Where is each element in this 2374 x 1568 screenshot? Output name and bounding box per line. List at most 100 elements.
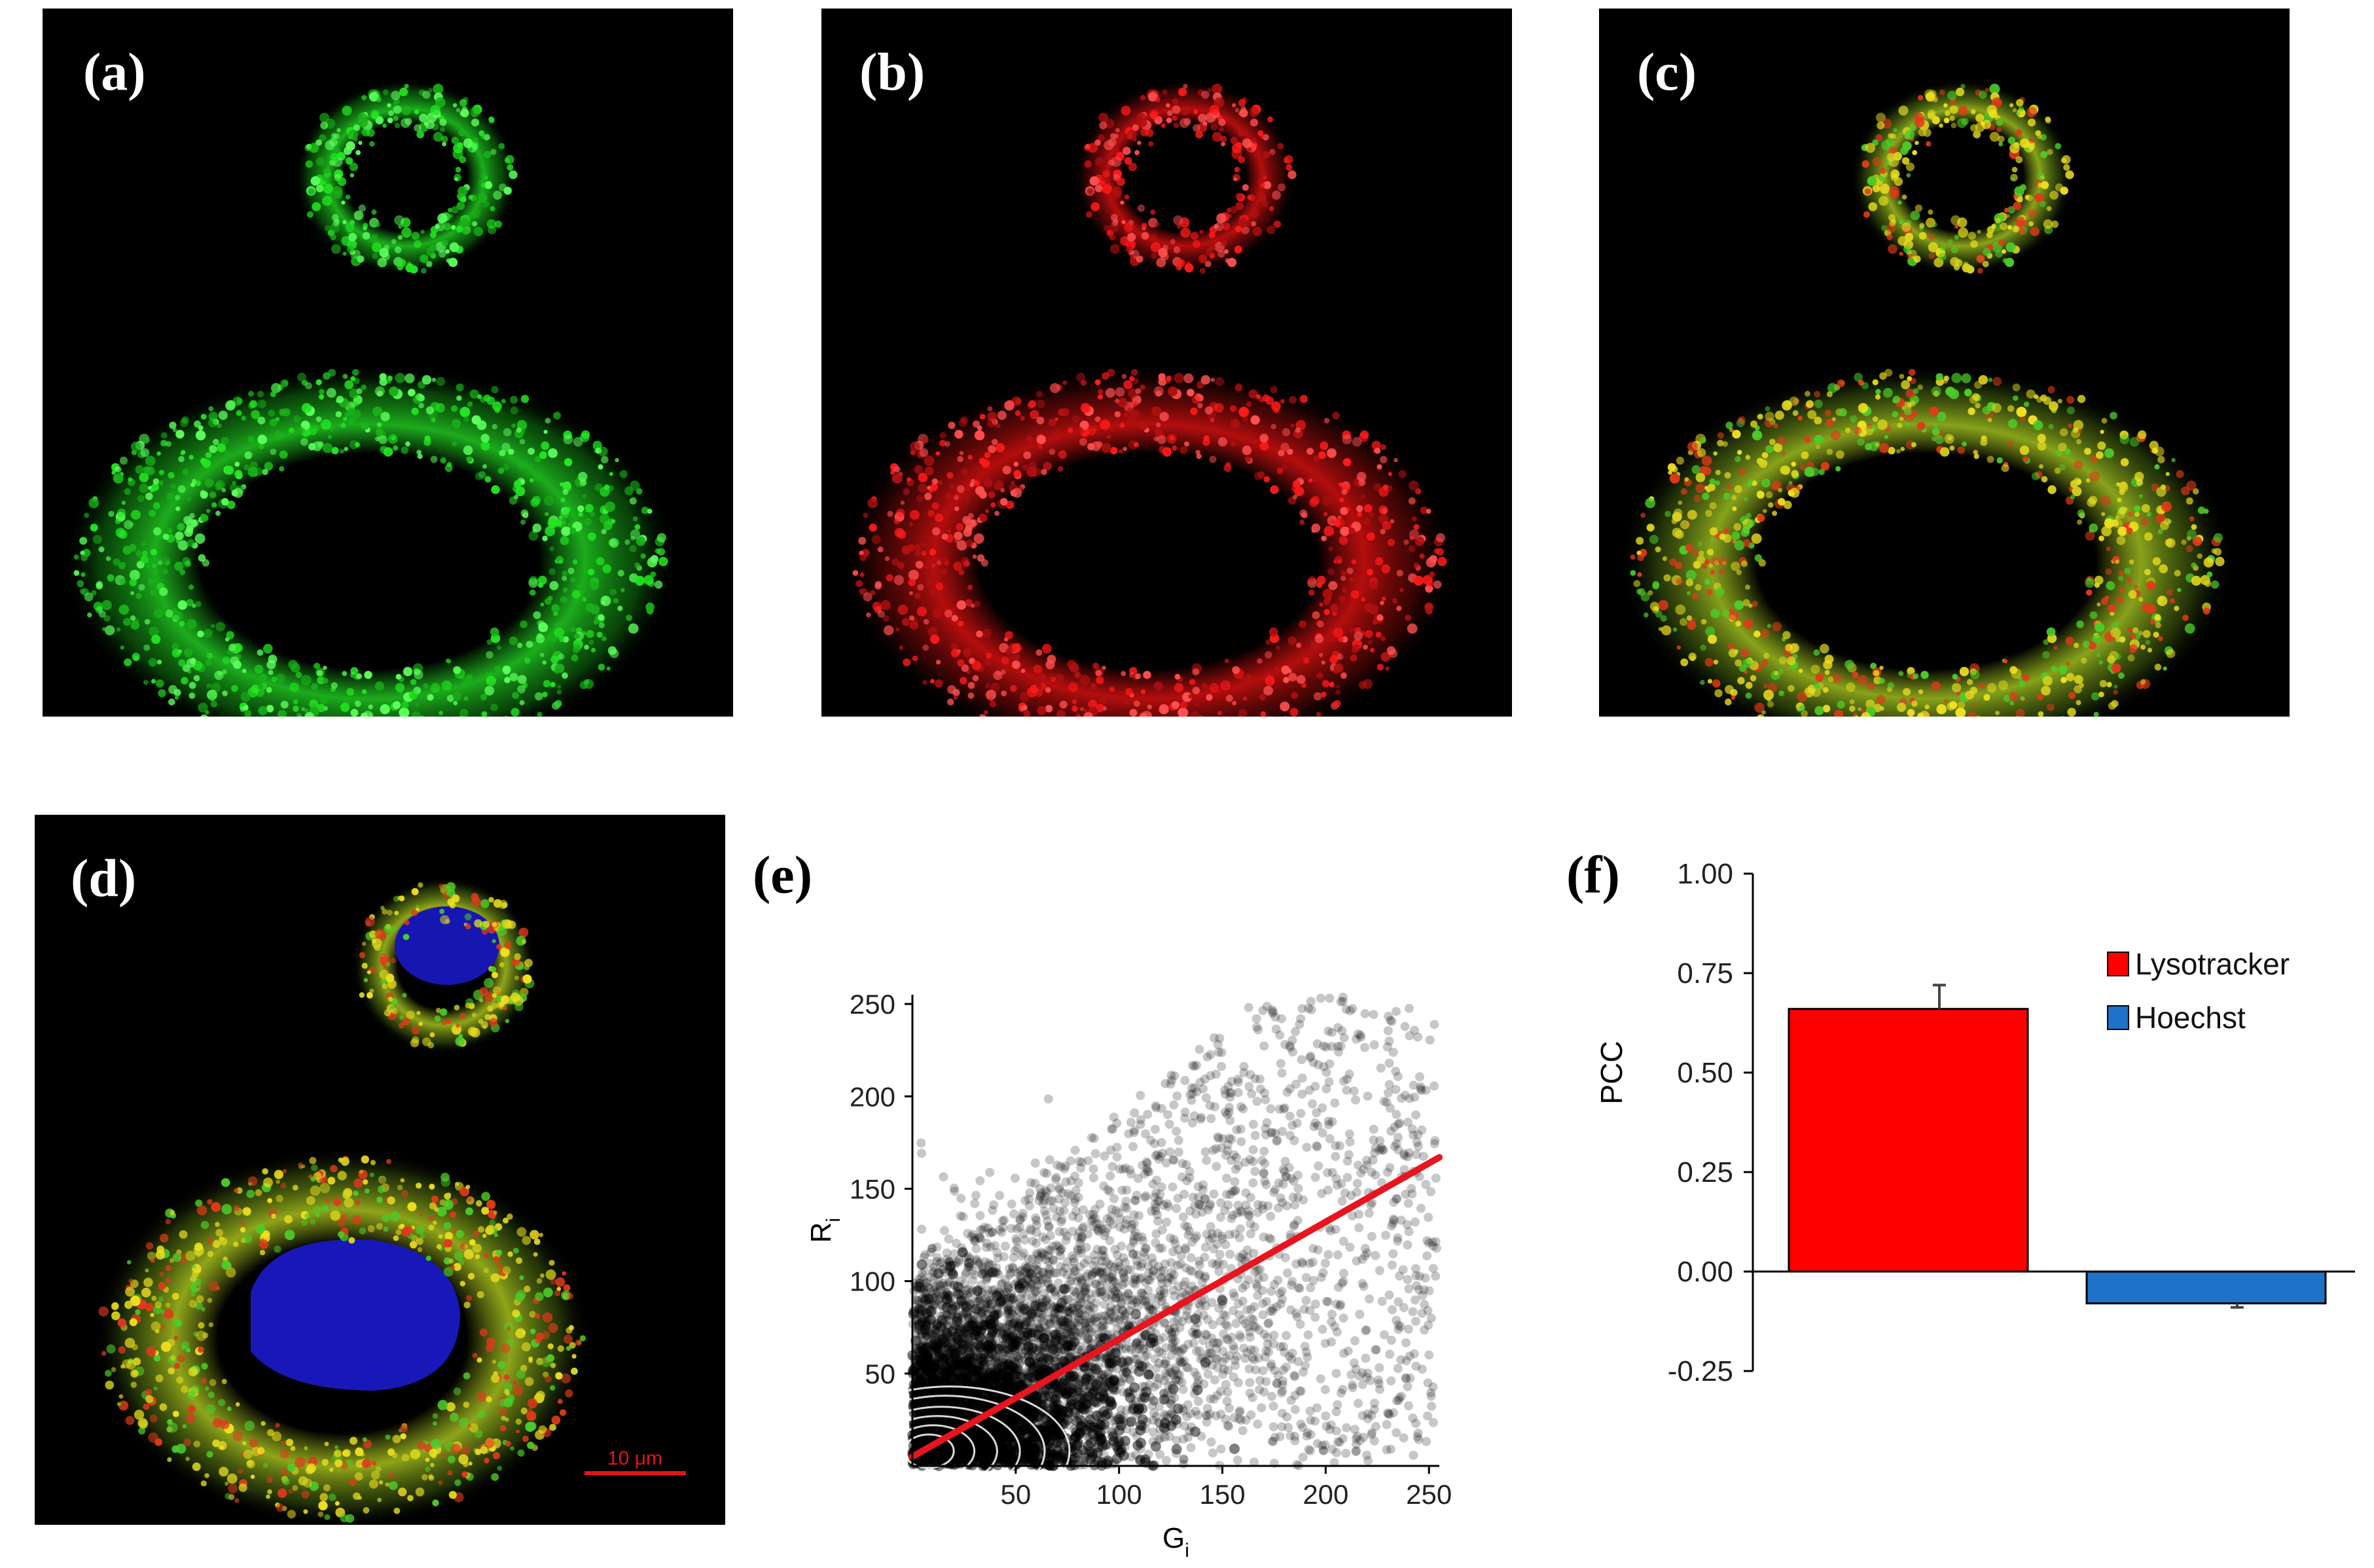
vesicle-dot: [190, 1385, 200, 1395]
vesicle-dot: [1335, 518, 1346, 528]
vesicle-dot: [451, 206, 459, 214]
vesicle-dot: [1183, 84, 1188, 89]
vesicle-dot: [130, 1295, 141, 1306]
vesicle-dot: [1217, 711, 1222, 715]
vesicle-dot: [116, 627, 121, 632]
vesicle-dot: [1814, 391, 1821, 398]
vesicle-dot: [242, 668, 247, 673]
vesicle-dot: [456, 383, 464, 391]
vesicle-dot: [1181, 106, 1191, 115]
vesicle-dot: [111, 1311, 120, 1321]
vesicle-dot: [1198, 254, 1208, 264]
scatter-point: [1231, 1319, 1241, 1328]
vesicle-dot: [1685, 544, 1693, 552]
vesicle-dot: [477, 1226, 485, 1233]
vesicle-dot: [982, 628, 992, 638]
vesicle-dot: [159, 587, 168, 596]
vesicle-dot: [342, 416, 348, 421]
vesicle-dot: [1745, 681, 1753, 689]
scatter-point: [1371, 1143, 1380, 1153]
vesicle-dot: [471, 1012, 477, 1018]
vesicle-dot: [271, 1213, 276, 1219]
vesicle-dot: [268, 669, 274, 675]
scatter-point: [1422, 1236, 1432, 1245]
vesicle-dot: [1372, 619, 1378, 625]
vesicle-dot: [967, 584, 973, 590]
vesicle-dot: [524, 959, 533, 967]
vesicle-dot: [477, 1291, 484, 1298]
vesicle-dot: [1998, 680, 2009, 690]
vesicle-dot: [499, 1399, 508, 1407]
vesicle-dot: [1381, 596, 1386, 601]
vesicle-dot: [1119, 423, 1125, 428]
scatter-point: [1045, 1319, 1054, 1329]
vesicle-dot: [1177, 258, 1185, 267]
vesicle-dot: [215, 510, 221, 516]
vesicle-dot: [539, 1232, 543, 1238]
vesicle-dot: [1369, 647, 1375, 653]
vesicle-dot: [493, 190, 502, 200]
vesicle-dot: [319, 1183, 331, 1194]
vesicle-dot: [908, 579, 916, 586]
vesicle-dot: [349, 162, 358, 171]
vesicle-dot: [560, 596, 567, 603]
scatter-point: [1378, 1145, 1387, 1155]
vesicle-dot: [570, 626, 577, 633]
vesicle-dot: [490, 205, 495, 211]
vesicle-dot: [1769, 438, 1776, 446]
scatter-point: [1375, 1145, 1384, 1155]
vesicle-dot: [1247, 147, 1252, 152]
vesicle-dot: [2040, 151, 2048, 158]
vesicle-dot: [2030, 226, 2040, 236]
vesicle-dot: [1172, 115, 1178, 121]
vesicle-dot: [361, 95, 367, 101]
vesicle-dot: [439, 883, 444, 889]
vesicle-dot: [279, 1449, 289, 1459]
vesicle-dot: [494, 1233, 498, 1238]
vesicle-dot: [437, 1207, 447, 1217]
vesicle-dot: [91, 590, 97, 596]
vesicle-dot: [1772, 622, 1782, 632]
vesicle-dot: [1242, 416, 1249, 422]
scatter-point: [1407, 1184, 1416, 1194]
vesicle-dot: [98, 610, 106, 618]
vesicle-dot: [1225, 694, 1233, 702]
vesicle-dot: [327, 1177, 336, 1185]
vesicle-dot: [194, 1242, 203, 1251]
vesicle-dot: [335, 411, 342, 418]
vesicle-dot: [447, 207, 453, 213]
vesicle-dot: [485, 1226, 494, 1236]
vesicle-dot: [543, 680, 551, 688]
scatter-point: [1268, 1306, 1278, 1316]
scatter-point: [1060, 1198, 1070, 1207]
scatter-point: [1007, 1289, 1016, 1298]
vesicle-dot: [339, 449, 344, 454]
vesicle-dot: [954, 429, 963, 439]
vesicle-dot: [1765, 412, 1774, 421]
vesicle-dot: [374, 386, 385, 397]
scatter-point: [1424, 1238, 1433, 1248]
vesicle-dot: [1157, 435, 1166, 444]
vesicle-dot: [394, 215, 405, 226]
vesicle-dot: [1652, 580, 1660, 588]
vesicle-dot: [502, 464, 509, 471]
vesicle-dot: [2062, 155, 2071, 164]
vesicle-dot: [508, 448, 514, 455]
vesicle-dot: [369, 141, 375, 147]
vesicle-dot: [160, 1234, 169, 1243]
vesicle-dot: [331, 152, 340, 162]
vesicle-dot: [1702, 564, 1707, 569]
vesicle-dot: [415, 702, 420, 707]
vesicle-dot: [1191, 395, 1200, 404]
vesicle-dot: [1130, 368, 1138, 376]
vesicle-dot: [206, 508, 211, 514]
scatter-point: [1394, 1119, 1403, 1129]
vesicle-dot: [1905, 388, 1916, 399]
scatter-point: [1112, 1118, 1122, 1128]
scatter-point: [1197, 1201, 1207, 1211]
vesicle-dot: [1722, 441, 1728, 447]
scatter-point: [1324, 1120, 1334, 1130]
vesicle-dot: [473, 1230, 480, 1237]
vesicle-dot: [503, 1006, 507, 1010]
vesicle-dot: [400, 118, 410, 128]
